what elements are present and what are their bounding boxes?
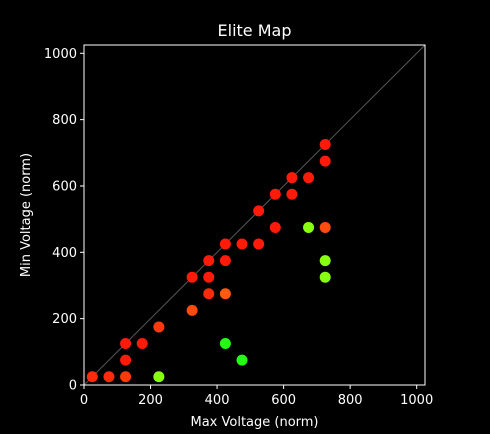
data-point (236, 354, 248, 366)
y-axis-ticks: 0 200 400 600 800 1000 (44, 47, 84, 394)
data-point (236, 238, 248, 250)
data-point (203, 288, 215, 300)
data-point (286, 188, 298, 200)
data-point (153, 371, 165, 383)
data-point (319, 139, 331, 151)
chart-title: Elite Map (218, 21, 292, 40)
data-point (303, 172, 315, 184)
data-points (86, 139, 331, 383)
data-point (286, 172, 298, 184)
data-point (219, 288, 231, 300)
data-point (203, 255, 215, 267)
data-point (219, 255, 231, 267)
y-tick-label: 1000 (44, 47, 77, 62)
data-point (120, 354, 132, 366)
data-point (219, 238, 231, 250)
x-tick-label: 800 (338, 393, 363, 408)
y-tick-label: 400 (52, 246, 77, 261)
data-point (203, 271, 215, 283)
data-point (120, 371, 132, 383)
y-axis-label: Min Voltage (norm) (19, 153, 34, 277)
data-point (186, 304, 198, 316)
data-point (153, 321, 165, 333)
data-point (303, 221, 315, 233)
data-point (103, 371, 115, 383)
data-point (86, 371, 98, 383)
x-tick-label: 400 (205, 393, 230, 408)
reference-diagonal (83, 44, 426, 386)
data-point (319, 255, 331, 267)
data-point (253, 238, 265, 250)
x-tick-label: 0 (80, 393, 88, 408)
data-point (136, 338, 148, 350)
y-tick-label: 0 (69, 379, 77, 394)
data-point (269, 188, 281, 200)
y-tick-label: 600 (52, 179, 77, 194)
data-point (269, 221, 281, 233)
x-tick-label: 200 (138, 393, 163, 408)
plot-frame (83, 44, 426, 386)
data-point (319, 271, 331, 283)
data-point (319, 155, 331, 167)
x-tick-label: 1000 (400, 393, 433, 408)
x-axis-label: Max Voltage (norm) (190, 415, 318, 430)
data-point (319, 221, 331, 233)
y-tick-label: 200 (52, 312, 77, 327)
data-point (186, 271, 198, 283)
data-point (253, 205, 265, 217)
data-point (219, 338, 231, 350)
y-tick-label: 800 (52, 113, 77, 128)
x-tick-label: 600 (271, 393, 296, 408)
x-axis-ticks: 0 200 400 600 800 1000 (80, 385, 433, 408)
data-point (120, 338, 132, 350)
